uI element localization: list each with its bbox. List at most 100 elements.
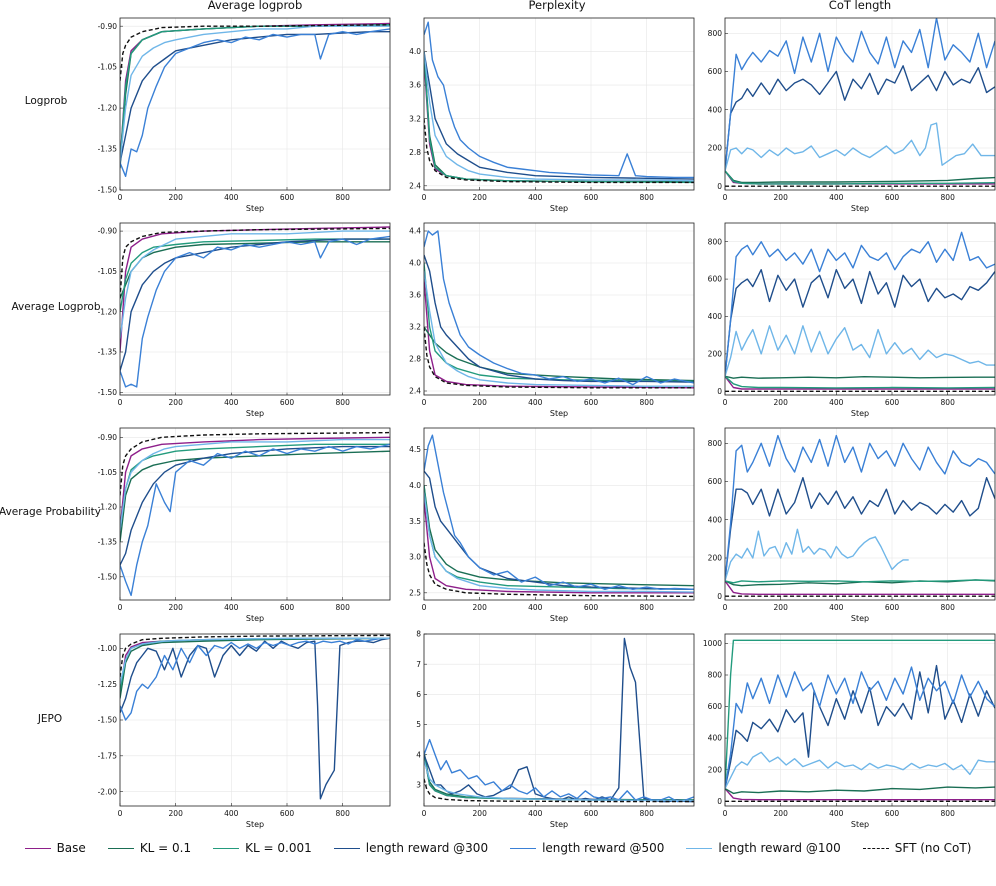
x-tick-label: 400 — [224, 603, 239, 612]
y-tick-label: -1.35 — [98, 348, 118, 357]
series-group — [424, 637, 694, 803]
x-tick-label: 800 — [941, 193, 956, 202]
x-tick-label: 0 — [422, 809, 427, 818]
x-tick-label: 200 — [473, 398, 488, 407]
series-line-len300 — [424, 254, 694, 383]
series-line-len500 — [424, 738, 694, 803]
series-line-len500 — [424, 434, 694, 590]
x-tick-label: 600 — [584, 398, 599, 407]
series-line-len300 — [424, 51, 694, 180]
series-line-kl0001 — [120, 238, 390, 312]
y-tick-label: -0.90 — [98, 227, 118, 236]
y-tick-label: 2.5 — [409, 588, 421, 597]
x-tick-label: 200 — [473, 809, 488, 818]
x-tick-label: 600 — [885, 809, 900, 818]
series-line-len100 — [725, 122, 995, 172]
y-tick-label: 2.8 — [409, 148, 421, 157]
series-line-len500 — [120, 28, 390, 178]
axes-frame — [724, 222, 996, 396]
y-tick-label: -1.50 — [98, 186, 118, 195]
row-label-logprob: Logprob — [25, 95, 68, 107]
series-line-len300 — [120, 31, 390, 163]
series-group — [424, 21, 694, 184]
x-axis-label: Step — [851, 409, 869, 418]
panel-r0-c2: 0 200 400 600 800 0 200 400 600 800 Step — [708, 17, 996, 213]
x-tick-label: 800 — [640, 809, 655, 818]
panel-r0-c0: 0 200 400 600 800 -1.50 -1.35 -1.20 -1.05 -0.90 St… — [98, 17, 391, 213]
series-line-len300 — [120, 238, 390, 371]
series-group — [725, 231, 995, 392]
y-tick-label: 4.4 — [409, 227, 421, 236]
series-line-len100 — [120, 230, 390, 339]
y-tick-label: -1.50 — [98, 388, 118, 397]
series-line-len300 — [424, 470, 694, 590]
x-tick-label: 400 — [528, 809, 543, 818]
x-tick-label: 800 — [941, 398, 956, 407]
series-group — [120, 22, 390, 178]
x-axis-label: Step — [550, 614, 568, 623]
x-tick-label: 400 — [829, 398, 844, 407]
series-line-sft — [424, 778, 694, 803]
axes-frame — [119, 427, 391, 601]
series-line-len500 — [424, 230, 694, 386]
series-line-kl0001 — [725, 639, 995, 789]
column-titles: Average logprob Perplexity CoT length — [208, 0, 891, 12]
panels: 0 200 400 600 800-1.50-1.35-1.20-1.05-0.90St… — [98, 17, 996, 829]
series-line-kl01 — [725, 375, 995, 379]
series-line-base — [424, 59, 694, 183]
x-tick-label: 0 — [723, 809, 728, 818]
x-tick-label: 400 — [528, 603, 543, 612]
y-tick-label: 2.4 — [409, 387, 421, 396]
panel-r3-c0: 0 200 400 600 800 -2.00 -1.75 -1.50 -1.25 -1.00 St… — [98, 633, 391, 829]
series-line-len500 — [725, 231, 995, 377]
x-axis-label: Step — [550, 204, 568, 213]
x-tick-label: 400 — [829, 603, 844, 612]
series-line-len100 — [120, 637, 390, 685]
legend-swatch-kl-0-001 — [213, 847, 240, 849]
series-line-kl01 — [725, 786, 995, 795]
series-line-kl01 — [424, 751, 694, 801]
y-tick-label: 3.5 — [409, 517, 421, 526]
x-tick-label: 200 — [169, 398, 184, 407]
y-tick-label: 800 — [708, 237, 723, 246]
y-tick-label: -1.50 — [98, 716, 118, 725]
legend-item-length-reward-500: length reward @500 — [510, 841, 664, 855]
x-tick-label: 0 — [118, 398, 123, 407]
series-group — [120, 634, 390, 800]
series-line-sft — [120, 431, 390, 496]
y-tick-label: 400 — [708, 734, 723, 743]
series-group — [120, 226, 390, 388]
series-line-len500 — [725, 18, 995, 171]
x-tick-label: 200 — [774, 398, 789, 407]
row-label-average-logprob: Average Logprob — [11, 301, 100, 313]
y-tick-label: 2.8 — [409, 355, 421, 364]
y-tick-label: 400 — [708, 312, 723, 321]
x-tick-label: 400 — [224, 193, 239, 202]
y-tick-label: -1.05 — [98, 63, 118, 72]
axes-frame — [119, 17, 391, 191]
y-tick-label: 200 — [708, 765, 723, 774]
series-line-len300 — [725, 664, 995, 789]
x-tick-label: 800 — [336, 809, 351, 818]
x-tick-label: 600 — [280, 809, 295, 818]
series-line-kl0001 — [424, 262, 694, 383]
row-labels: Logprob Average Logprob Average Probabil… — [0, 95, 101, 725]
series-line-kl0001 — [725, 170, 995, 185]
series-line-kl01 — [120, 241, 390, 299]
x-tick-label: 200 — [774, 193, 789, 202]
x-tick-label: 800 — [336, 193, 351, 202]
y-tick-label: 200 — [708, 554, 723, 563]
y-tick-label: 800 — [708, 29, 723, 38]
x-tick-label: 800 — [941, 809, 956, 818]
y-tick-label: -1.50 — [98, 572, 118, 581]
y-tick-label: 0 — [717, 387, 722, 396]
y-tick-label: 200 — [708, 144, 723, 153]
legend-label-length-reward-100: length reward @100 — [718, 841, 841, 855]
series-line-sft — [120, 634, 390, 678]
col-title-cot-length: CoT length — [829, 0, 891, 12]
series-line-len100 — [424, 760, 694, 802]
legend-item-kl-0-1: KL = 0.1 — [107, 841, 191, 855]
x-tick-label: 400 — [528, 193, 543, 202]
axes-frame — [724, 427, 996, 601]
